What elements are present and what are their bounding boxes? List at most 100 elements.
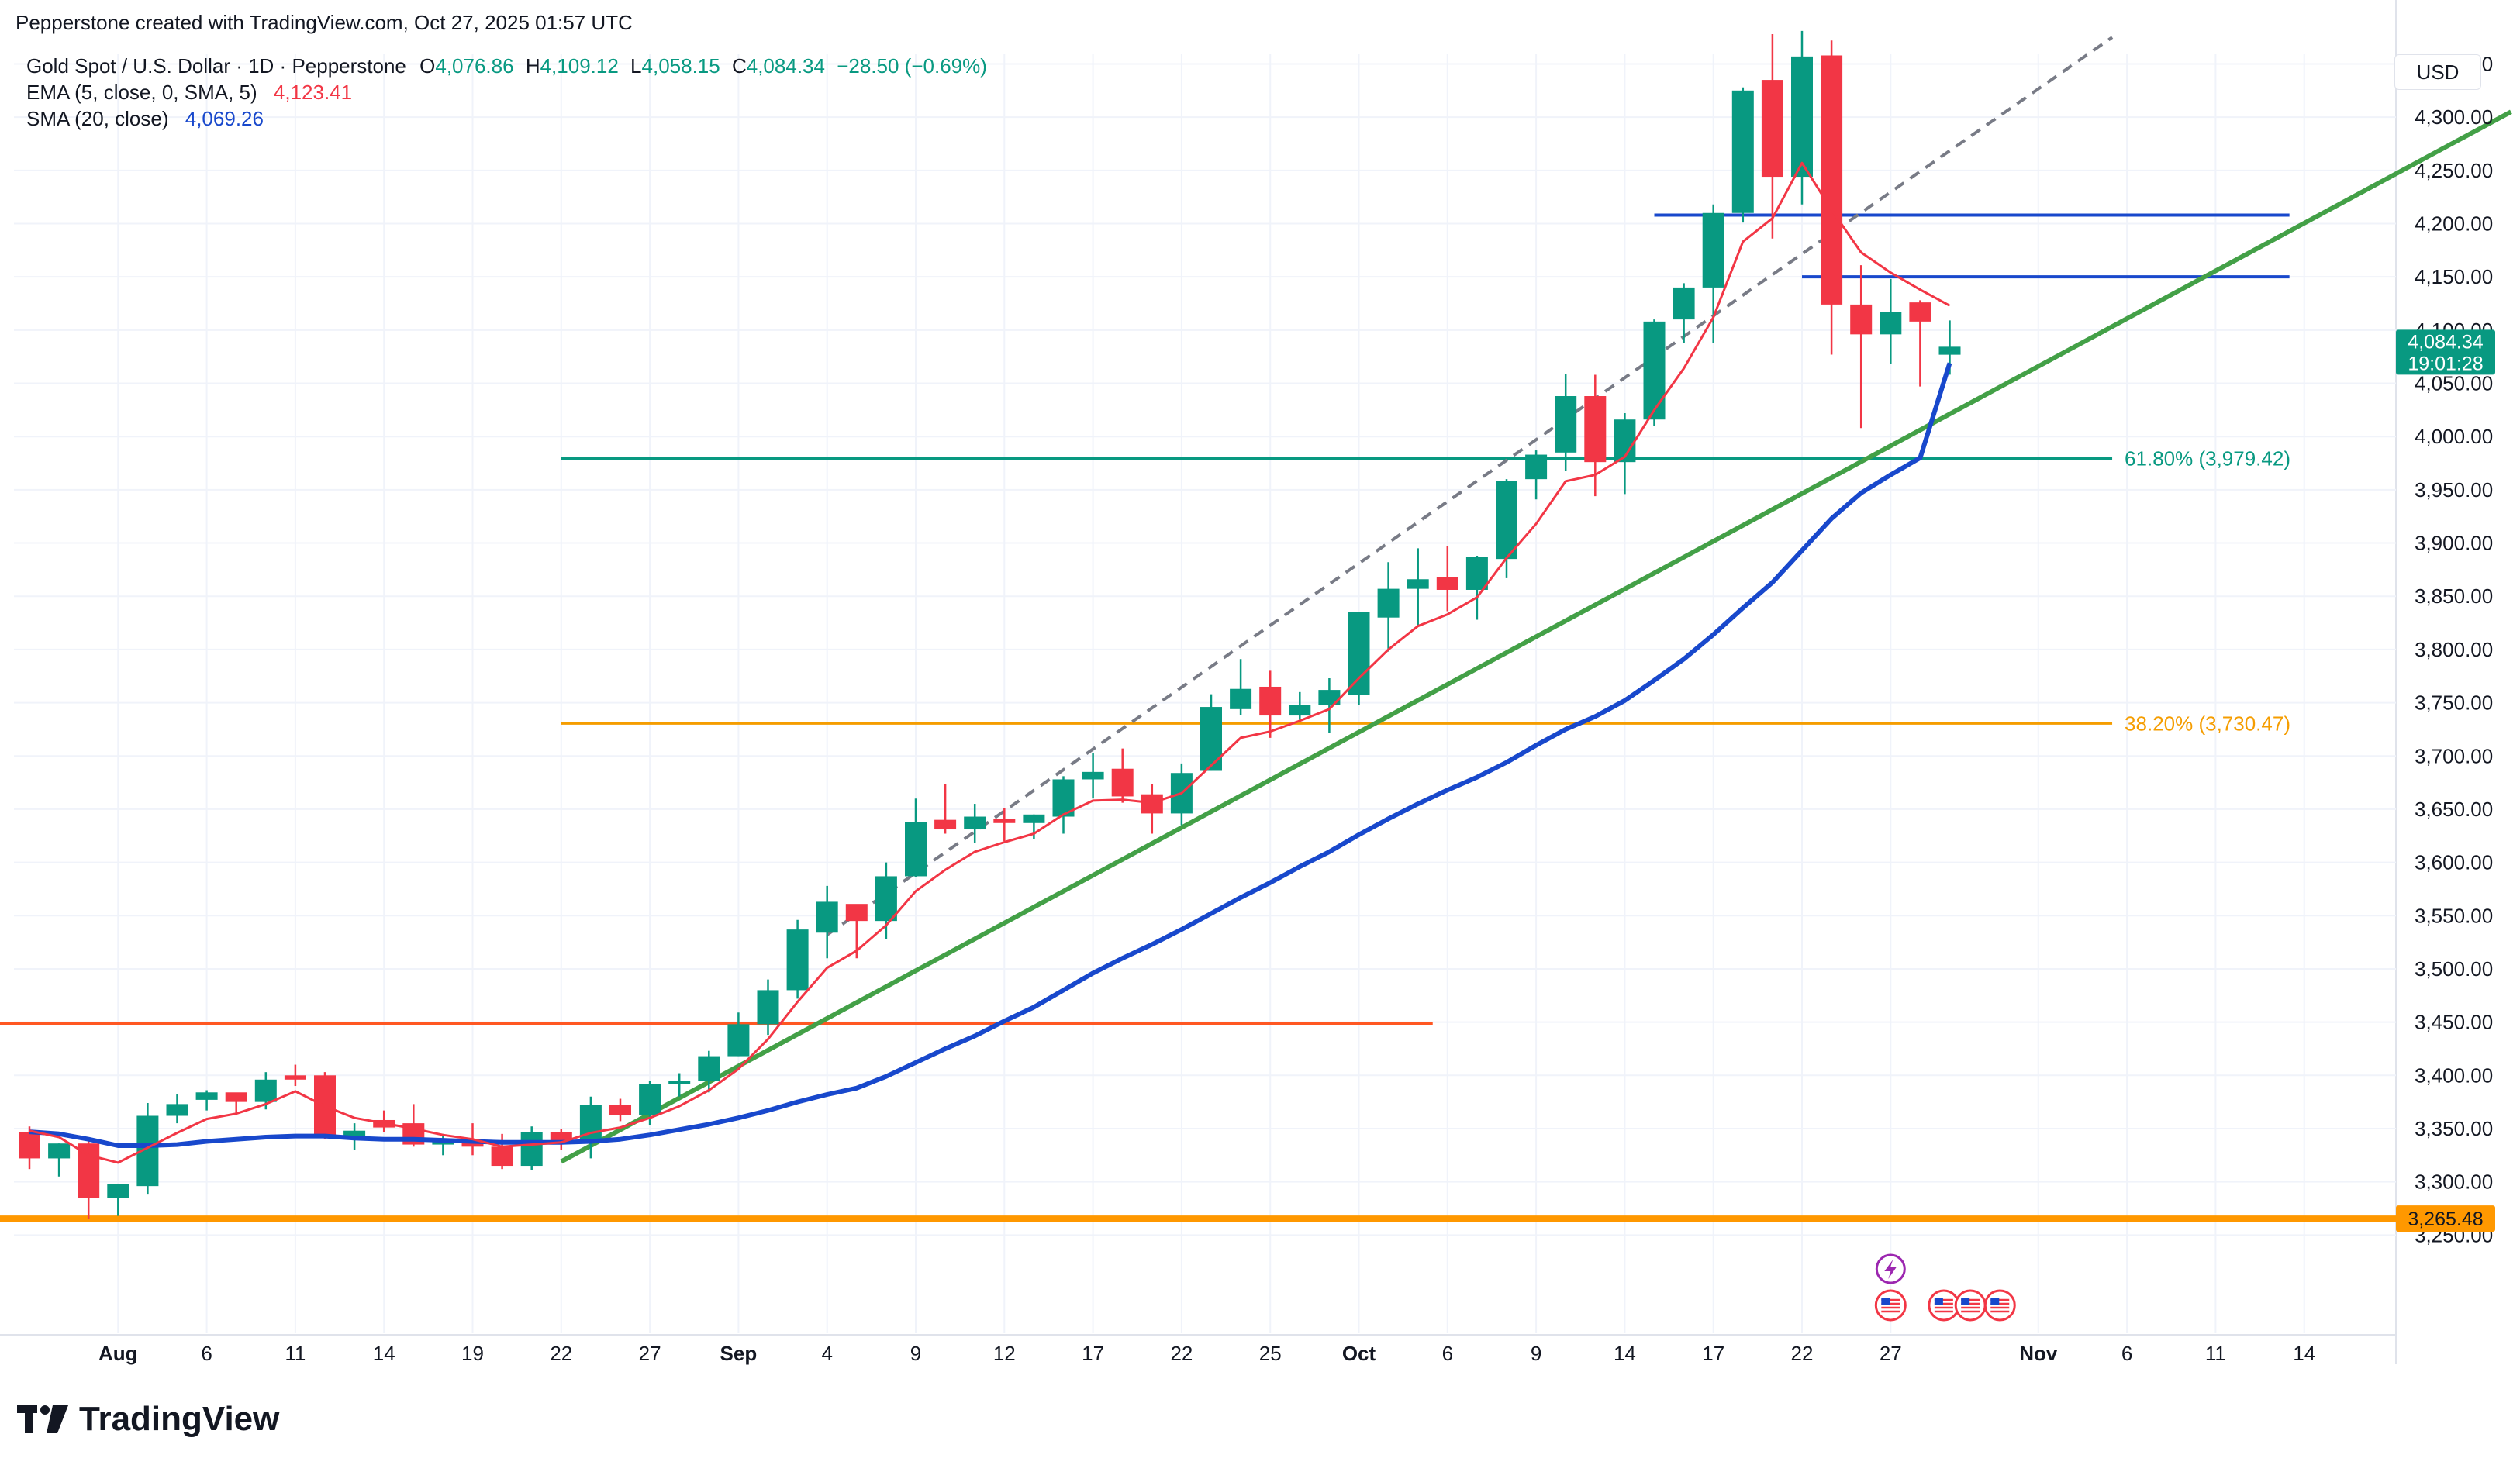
price-tick-label: 3,900.00 xyxy=(2415,532,2493,555)
time-tick-label: Oct xyxy=(1342,1342,1376,1365)
ema-legend[interactable]: EMA (5, close, 0, SMA, 5) 4,123.41 xyxy=(26,81,352,105)
candle xyxy=(1525,450,1548,500)
time-axis[interactable]: Aug 6 11 14 19 22 27 Sep 4 9 12 17 22 25 Oct 6 9 14 17 22 27… xyxy=(98,1342,2315,1365)
candle xyxy=(964,804,986,843)
candle-body xyxy=(1496,481,1517,560)
time-tick-label: 11 xyxy=(285,1342,306,1365)
candle-body xyxy=(757,990,779,1025)
symbol-legend[interactable]: Gold Spot / U.S. Dollar · 1D · Peppersto… xyxy=(26,54,987,78)
candle-body xyxy=(964,816,986,830)
candle-body xyxy=(639,1084,661,1115)
change-value: −28.50 (−0.69%) xyxy=(837,54,987,78)
close-value: 4,084.34 xyxy=(746,54,825,78)
candle xyxy=(1230,659,1252,716)
candle xyxy=(1465,556,1488,620)
candle xyxy=(78,1139,100,1219)
price-axis[interactable]: 3,250.003,300.003,350.003,400.003,450.00… xyxy=(2396,52,2495,1246)
price-tick-label: 3,800.00 xyxy=(2415,638,2493,661)
candle-body xyxy=(1111,768,1134,797)
time-tick-label: 6 xyxy=(1442,1342,1453,1365)
candle-body xyxy=(1821,55,1843,305)
ema-value: 4,123.41 xyxy=(273,81,353,104)
candle-body xyxy=(1465,557,1488,590)
chart-overlays: 61.80% (3,979.42) 38.20% (3,730.47) xyxy=(0,36,2512,1222)
us-flag-event-icon xyxy=(1874,1289,1907,1322)
candle xyxy=(757,979,779,1036)
price-tick-label: 3,550.00 xyxy=(2415,904,2493,927)
candle-body xyxy=(491,1146,513,1167)
candle xyxy=(1909,300,1931,387)
candle-body xyxy=(19,1132,40,1159)
candle xyxy=(225,1092,247,1115)
candle xyxy=(1761,34,1783,239)
candle xyxy=(550,1128,572,1150)
time-tick-label: 19 xyxy=(461,1342,484,1365)
candle xyxy=(816,885,838,959)
candle xyxy=(1111,748,1134,803)
candle-body xyxy=(432,1141,454,1145)
support-price-value: 3,265.48 xyxy=(2408,1208,2483,1230)
candle-body xyxy=(107,1184,129,1198)
candle xyxy=(195,1090,218,1111)
candle-body xyxy=(195,1092,218,1100)
candle-body xyxy=(520,1132,543,1167)
candle-body xyxy=(461,1142,484,1147)
candle-body xyxy=(1584,396,1607,463)
ema-label: EMA (5, close, 0, SMA, 5) xyxy=(26,81,257,104)
candle-body xyxy=(1850,304,1873,335)
candle-body xyxy=(1407,579,1429,589)
event-markers[interactable] xyxy=(1874,1253,2016,1322)
price-tick-label: 3,600.00 xyxy=(2415,851,2493,874)
candle-body xyxy=(1555,396,1577,453)
time-tick-label: 12 xyxy=(993,1342,1016,1365)
time-tick-label: 27 xyxy=(639,1342,661,1365)
candle xyxy=(1643,319,1666,426)
time-tick-label: 4 xyxy=(821,1342,832,1365)
candle-body xyxy=(1938,346,1961,355)
candle xyxy=(1318,677,1341,733)
open-value: 4,076.86 xyxy=(435,54,514,78)
candle-body xyxy=(786,929,809,991)
candle xyxy=(934,783,957,834)
time-tick-label: 14 xyxy=(373,1342,395,1365)
candle-body xyxy=(1082,771,1104,780)
candle xyxy=(698,1050,720,1093)
candle-body xyxy=(993,819,1016,823)
candle xyxy=(520,1126,543,1170)
price-tick-label: 3,350.00 xyxy=(2415,1117,2493,1140)
candle xyxy=(284,1064,306,1087)
currency-button[interactable]: USD xyxy=(2394,54,2481,90)
candle-body xyxy=(1909,302,1931,322)
price-tick-label: 3,850.00 xyxy=(2415,584,2493,608)
candle xyxy=(1673,283,1695,343)
candle-body xyxy=(905,822,927,877)
time-tick-label: Nov xyxy=(2019,1342,2058,1365)
dashed-trend-line xyxy=(826,36,2114,936)
candle xyxy=(727,1012,750,1057)
indicators xyxy=(29,161,1952,1164)
candle-body xyxy=(1702,212,1724,288)
candle-body xyxy=(1318,690,1341,705)
candle xyxy=(1555,374,1577,471)
candle-body xyxy=(816,901,838,933)
time-tick-label: 22 xyxy=(550,1342,572,1365)
candle xyxy=(1584,374,1607,497)
candle-body xyxy=(1880,312,1902,335)
candle xyxy=(875,862,897,939)
candle xyxy=(48,1143,71,1177)
price-tick-label: 4,150.00 xyxy=(2415,265,2493,288)
low-value: 4,058.15 xyxy=(641,54,720,78)
candle-body xyxy=(934,819,957,830)
candle xyxy=(1023,814,1045,839)
brand-name: TradingView xyxy=(79,1400,280,1438)
candle-body xyxy=(1436,577,1458,590)
time-tick-label: 27 xyxy=(1880,1342,1902,1365)
candle-body xyxy=(1230,688,1252,709)
candle-body xyxy=(284,1075,306,1080)
price-tick-label: 3,700.00 xyxy=(2415,744,2493,767)
candle-body xyxy=(343,1130,366,1136)
candle xyxy=(1821,40,1843,355)
candle-body xyxy=(48,1143,71,1159)
sma-legend[interactable]: SMA (20, close) 4,069.26 xyxy=(26,107,264,131)
